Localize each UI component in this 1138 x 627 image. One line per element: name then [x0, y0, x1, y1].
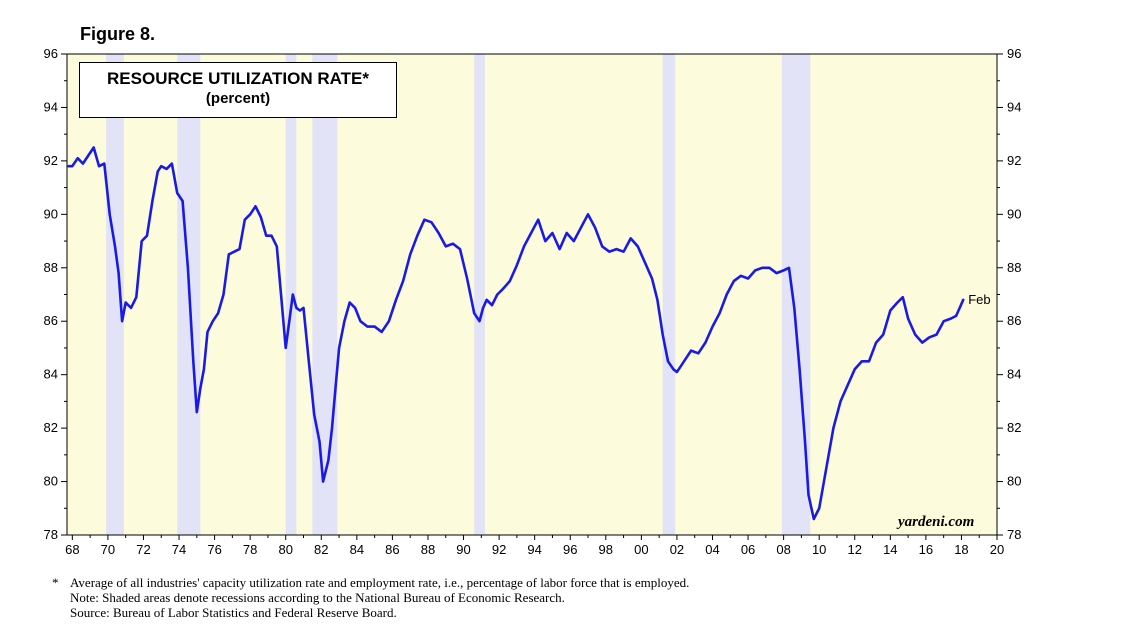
footnote-note: Note: Shaded areas denote recessions acc…: [70, 590, 565, 605]
y-tick-label-right: 86: [1007, 313, 1021, 328]
x-tick-label: 06: [741, 542, 755, 557]
footnote-asterisk: *: [52, 575, 59, 590]
x-tick-label: 86: [385, 542, 399, 557]
x-tick-label: 12: [848, 542, 862, 557]
y-tick-label-left: 84: [44, 367, 58, 382]
x-tick-label: 80: [278, 542, 292, 557]
y-tick-label-left: 94: [44, 99, 58, 114]
y-tick-label-right: 90: [1007, 206, 1021, 221]
x-tick-label: 82: [314, 542, 328, 557]
x-tick-label: 88: [421, 542, 435, 557]
chart-title: RESOURCE UTILIZATION RATE*: [107, 69, 369, 88]
y-tick-label-right: 80: [1007, 474, 1021, 489]
x-tick-label: 70: [101, 542, 115, 557]
chart-title-box: RESOURCE UTILIZATION RATE* (percent): [79, 62, 397, 118]
recession-band: [285, 54, 297, 535]
x-tick-label: 14: [883, 542, 897, 557]
x-tick-label: 90: [456, 542, 470, 557]
recession-band: [662, 54, 676, 535]
recession-band: [474, 54, 485, 535]
footnotes: * Average of all industries' capacity uti…: [52, 575, 689, 620]
x-tick-label: 98: [599, 542, 613, 557]
footnote-source: Source: Bureau of Labor Statistics and F…: [70, 605, 397, 620]
x-tick-label: 04: [705, 542, 719, 557]
series-line: [67, 146, 965, 521]
footnote-definition: Average of all industries' capacity util…: [70, 575, 690, 590]
y-tick-label-right: 92: [1007, 153, 1021, 168]
x-tick-label: 96: [563, 542, 577, 557]
y-tick-label-right: 96: [1007, 46, 1021, 61]
x-tick-label: 92: [492, 542, 506, 557]
figure-label: Figure 8.: [80, 24, 156, 44]
x-tick-label: 20: [990, 542, 1004, 557]
x-tick-label: 00: [634, 542, 648, 557]
source-watermark: yardeni.com: [898, 514, 975, 530]
y-tick-label-left: 80: [44, 474, 58, 489]
y-tick-label-right: 82: [1007, 420, 1021, 435]
x-tick-label: 76: [207, 542, 221, 557]
end-point-label: Feb: [968, 292, 990, 307]
x-tick-label: 68: [65, 542, 79, 557]
y-tick-label-right: 94: [1007, 99, 1021, 114]
plot-background: [67, 54, 997, 535]
y-tick-label-right: 78: [1007, 527, 1021, 542]
y-tick-label-left: 82: [44, 420, 58, 435]
x-tick-label: 16: [919, 542, 933, 557]
x-tick-label: 74: [172, 542, 186, 557]
x-tick-label: 08: [776, 542, 790, 557]
chart-subtitle: (percent): [205, 90, 271, 107]
x-tick-label: 94: [527, 542, 541, 557]
y-tick-label-left: 90: [44, 206, 58, 221]
x-tick-label: 02: [670, 542, 684, 557]
y-tick-label-left: 96: [44, 46, 58, 61]
x-tick-label: 78: [243, 542, 257, 557]
y-tick-label-left: 78: [44, 527, 58, 542]
x-tick-label: 72: [136, 542, 150, 557]
y-tick-label-left: 92: [44, 153, 58, 168]
y-tick-label-right: 84: [1007, 367, 1021, 382]
x-tick-label: 10: [812, 542, 826, 557]
recession-band: [312, 54, 338, 535]
recession-band: [106, 54, 124, 535]
y-tick-label-left: 88: [44, 260, 58, 275]
y-tick-label-left: 86: [44, 313, 58, 328]
x-tick-label: 18: [954, 542, 968, 557]
y-tick-label-right: 88: [1007, 260, 1021, 275]
x-tick-label: 84: [350, 542, 364, 557]
